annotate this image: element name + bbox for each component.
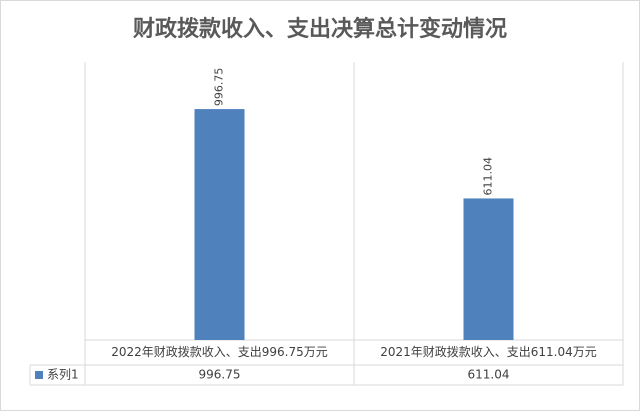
bar — [463, 198, 514, 340]
legend-key — [35, 371, 43, 379]
category-label: 2021年财政拨款收入、支出611.04万元 — [380, 345, 597, 359]
table-value: 996.75 — [199, 368, 241, 382]
table-value: 611.04 — [468, 368, 510, 382]
category-label: 2022年财政拨款收入、支出996.75万元 — [111, 345, 328, 359]
legend-label: 系列1 — [47, 368, 79, 382]
bar — [194, 109, 245, 341]
chart-title: 财政拨款收入、支出决算总计变动情况 — [133, 16, 507, 42]
value-label: 996.75 — [213, 68, 226, 107]
value-label: 611.04 — [482, 157, 495, 196]
